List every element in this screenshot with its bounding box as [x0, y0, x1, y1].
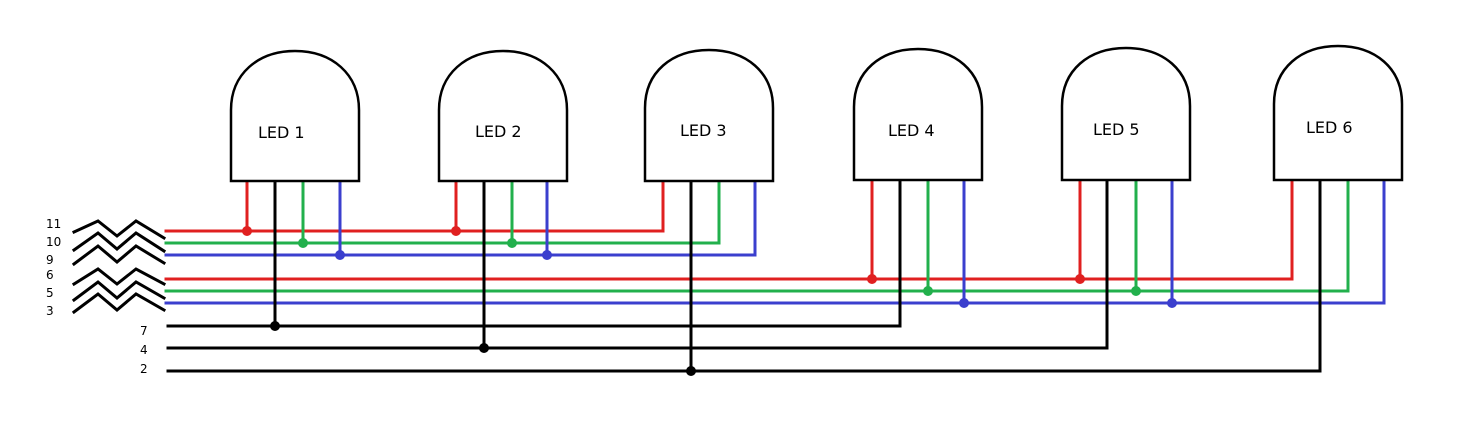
junctions	[242, 226, 1177, 376]
junction-dot	[959, 298, 969, 308]
junction-dot	[479, 343, 489, 353]
led-4-label: LED 4	[888, 121, 935, 140]
junction-dot	[335, 250, 345, 260]
led-6-body	[1272, 44, 1404, 182]
junction-dot	[923, 286, 933, 296]
bus-red-6	[164, 178, 1294, 281]
led-2-body	[437, 49, 569, 183]
led-6-label: LED 6	[1306, 118, 1353, 137]
zigzag-leads-group1	[71, 219, 167, 267]
zigzag-lead-10	[71, 231, 167, 254]
junction-dot	[298, 238, 308, 248]
junction-dot	[451, 226, 461, 236]
led-1: LED 1	[229, 49, 361, 183]
led-5: LED 5	[1060, 46, 1192, 182]
junction-dot	[1075, 274, 1085, 284]
led-5-legs	[1078, 178, 1174, 305]
bus-blue-3	[164, 178, 1386, 305]
led-3-body	[643, 48, 775, 183]
bus-group1	[164, 179, 757, 257]
pin-label-7: 7	[140, 324, 148, 338]
led-6: LED 6	[1272, 44, 1404, 182]
led-5-body	[1060, 46, 1192, 182]
led-4: LED 4	[852, 47, 984, 182]
junction-dot	[507, 238, 517, 248]
led-3: LED 3	[643, 48, 775, 183]
zigzag-lead-9	[71, 244, 167, 267]
common-wire-7	[166, 178, 902, 328]
zigzag-lead-3	[71, 292, 167, 315]
common-wire-2	[166, 178, 1322, 373]
junction-dot	[542, 250, 552, 260]
led-2: LED 2	[437, 49, 569, 183]
bus-group2	[164, 178, 1386, 305]
bus-blue-9	[164, 179, 757, 257]
pin-label-2: 2	[140, 362, 148, 376]
bus-green-10	[164, 179, 721, 245]
bus-green-5	[164, 178, 1350, 293]
pin-label-3: 3	[46, 304, 54, 318]
pin-label-5: 5	[46, 286, 54, 300]
junction-dot	[242, 226, 252, 236]
pin-label-4: 4	[140, 343, 148, 357]
pin-label-11: 11	[46, 217, 61, 231]
junction-dot	[1131, 286, 1141, 296]
pin-label-10: 10	[46, 235, 61, 249]
pin-label-9: 9	[46, 253, 54, 267]
bus-red-11	[164, 179, 665, 233]
led-1-body	[229, 49, 361, 183]
led-1-label: LED 1	[258, 123, 305, 142]
common-wire-4	[166, 178, 1109, 350]
zigzag-leads-group2	[71, 267, 167, 315]
zigzag-lead-6	[71, 267, 167, 287]
led-3-label: LED 3	[680, 121, 727, 140]
led-2-label: LED 2	[475, 122, 522, 141]
junction-dot	[867, 274, 877, 284]
led-2-legs	[454, 179, 549, 350]
led-4-legs	[870, 178, 966, 305]
junction-dot	[1167, 298, 1177, 308]
pin-label-6: 6	[46, 268, 54, 282]
zigzag-lead-5	[71, 280, 167, 303]
junction-dot	[686, 366, 696, 376]
junction-dot	[270, 321, 280, 331]
zigzag-lead-11	[72, 219, 167, 241]
led-4-body	[852, 47, 984, 182]
led-5-label: LED 5	[1093, 120, 1140, 139]
led-1-legs	[245, 179, 342, 328]
